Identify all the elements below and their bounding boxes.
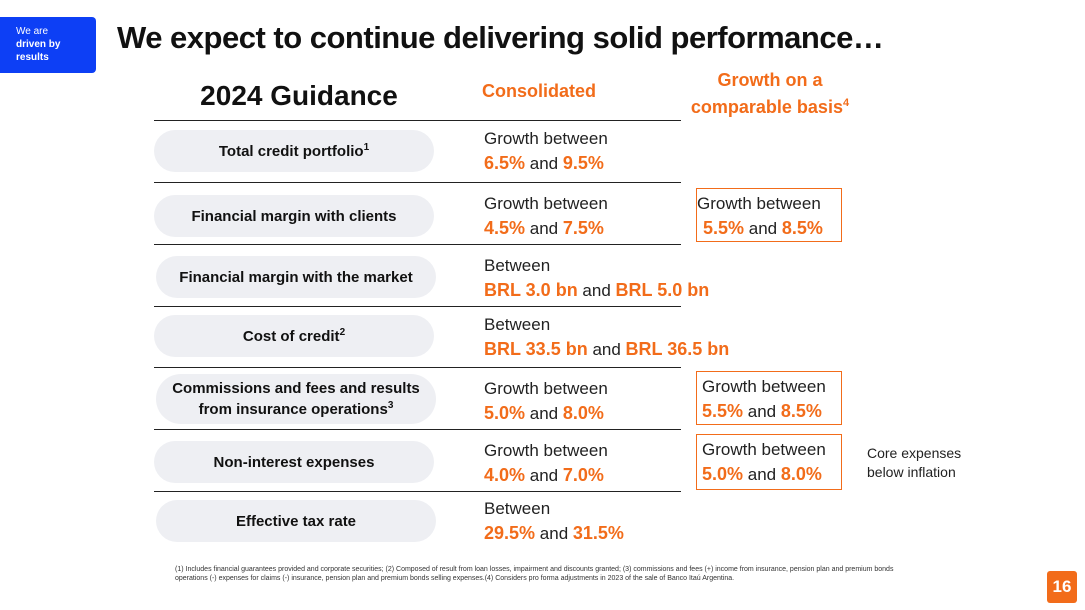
table-divider: [154, 306, 681, 307]
row-label-commissions-fees: Commissions and fees and results from in…: [156, 374, 436, 424]
row-label-total-credit-portfolio: Total credit portfolio1: [154, 130, 434, 172]
consolidated-header: Consolidated: [482, 81, 597, 101]
row-label-financial-margin-clients: Financial margin with clients: [154, 195, 434, 237]
slide-title: We expect to continue delivering solid p…: [117, 20, 884, 55]
table-divider: [154, 429, 681, 430]
brand-badge: We are driven by results: [0, 17, 96, 73]
footnote-ref: 3: [387, 400, 394, 411]
row-label-non-interest-expenses: Non-interest expenses: [154, 441, 434, 483]
guidance-header: 2024 Guidance: [200, 80, 398, 111]
consolidated-value-financial-margin-clients: Growth between 4.5% and 7.5%: [484, 194, 608, 238]
footnote-text: (1) Includes financial guarantees provid…: [175, 566, 894, 582]
footnote-ref: 1: [363, 141, 370, 153]
table-divider: [154, 244, 681, 245]
consolidated-value-cost-of-credit: Between BRL 33.5 bn and BRL 36.5 bn: [484, 315, 730, 359]
consolidated-value-effective-tax-rate: Between 29.5% and 31.5%: [484, 499, 624, 543]
table-divider: [154, 120, 681, 121]
footnote-ref: 4: [842, 97, 850, 109]
table-divider: [154, 182, 681, 183]
consolidated-value-financial-margin-market: Between BRL 3.0 bn and BRL 5.0 bn: [484, 256, 710, 300]
footnote-ref: 2: [339, 326, 346, 338]
row-label-effective-tax-rate: Effective tax rate: [156, 500, 436, 542]
badge-line-1: We are: [16, 26, 49, 37]
comparable-value-commissions-fees: Growth between 5.5% and 8.5%: [696, 371, 842, 425]
badge-line-2: driven by: [16, 39, 61, 50]
comparable-value-financial-margin-clients: Growth between 5.5% and 8.5%: [696, 188, 842, 242]
consolidated-value-non-interest-expenses: Growth between 4.0% and 7.0%: [484, 441, 608, 485]
core-expenses-note: Core expenses below inflation: [867, 445, 962, 480]
comparable-growth-header-line-2: comparable basis4: [690, 97, 850, 117]
table-divider: [154, 491, 681, 492]
comparable-growth-header-line-1: Growth on a: [717, 70, 823, 90]
page-number: 16: [1047, 571, 1077, 603]
comparable-growth-header: Growth on a comparable basis4: [680, 69, 860, 119]
comparable-value-non-interest-expenses: Growth between 5.0% and 8.0%: [696, 434, 842, 490]
row-label-cost-of-credit: Cost of credit2: [154, 315, 434, 357]
table-divider: [154, 367, 681, 368]
badge-line-3: results: [16, 52, 49, 63]
row-label-financial-margin-market: Financial margin with the market: [156, 256, 436, 298]
consolidated-value-total-credit: Growth between 6.5% and 9.5%: [484, 129, 608, 173]
consolidated-value-commissions-fees: Growth between 5.0% and 8.0%: [484, 379, 608, 423]
